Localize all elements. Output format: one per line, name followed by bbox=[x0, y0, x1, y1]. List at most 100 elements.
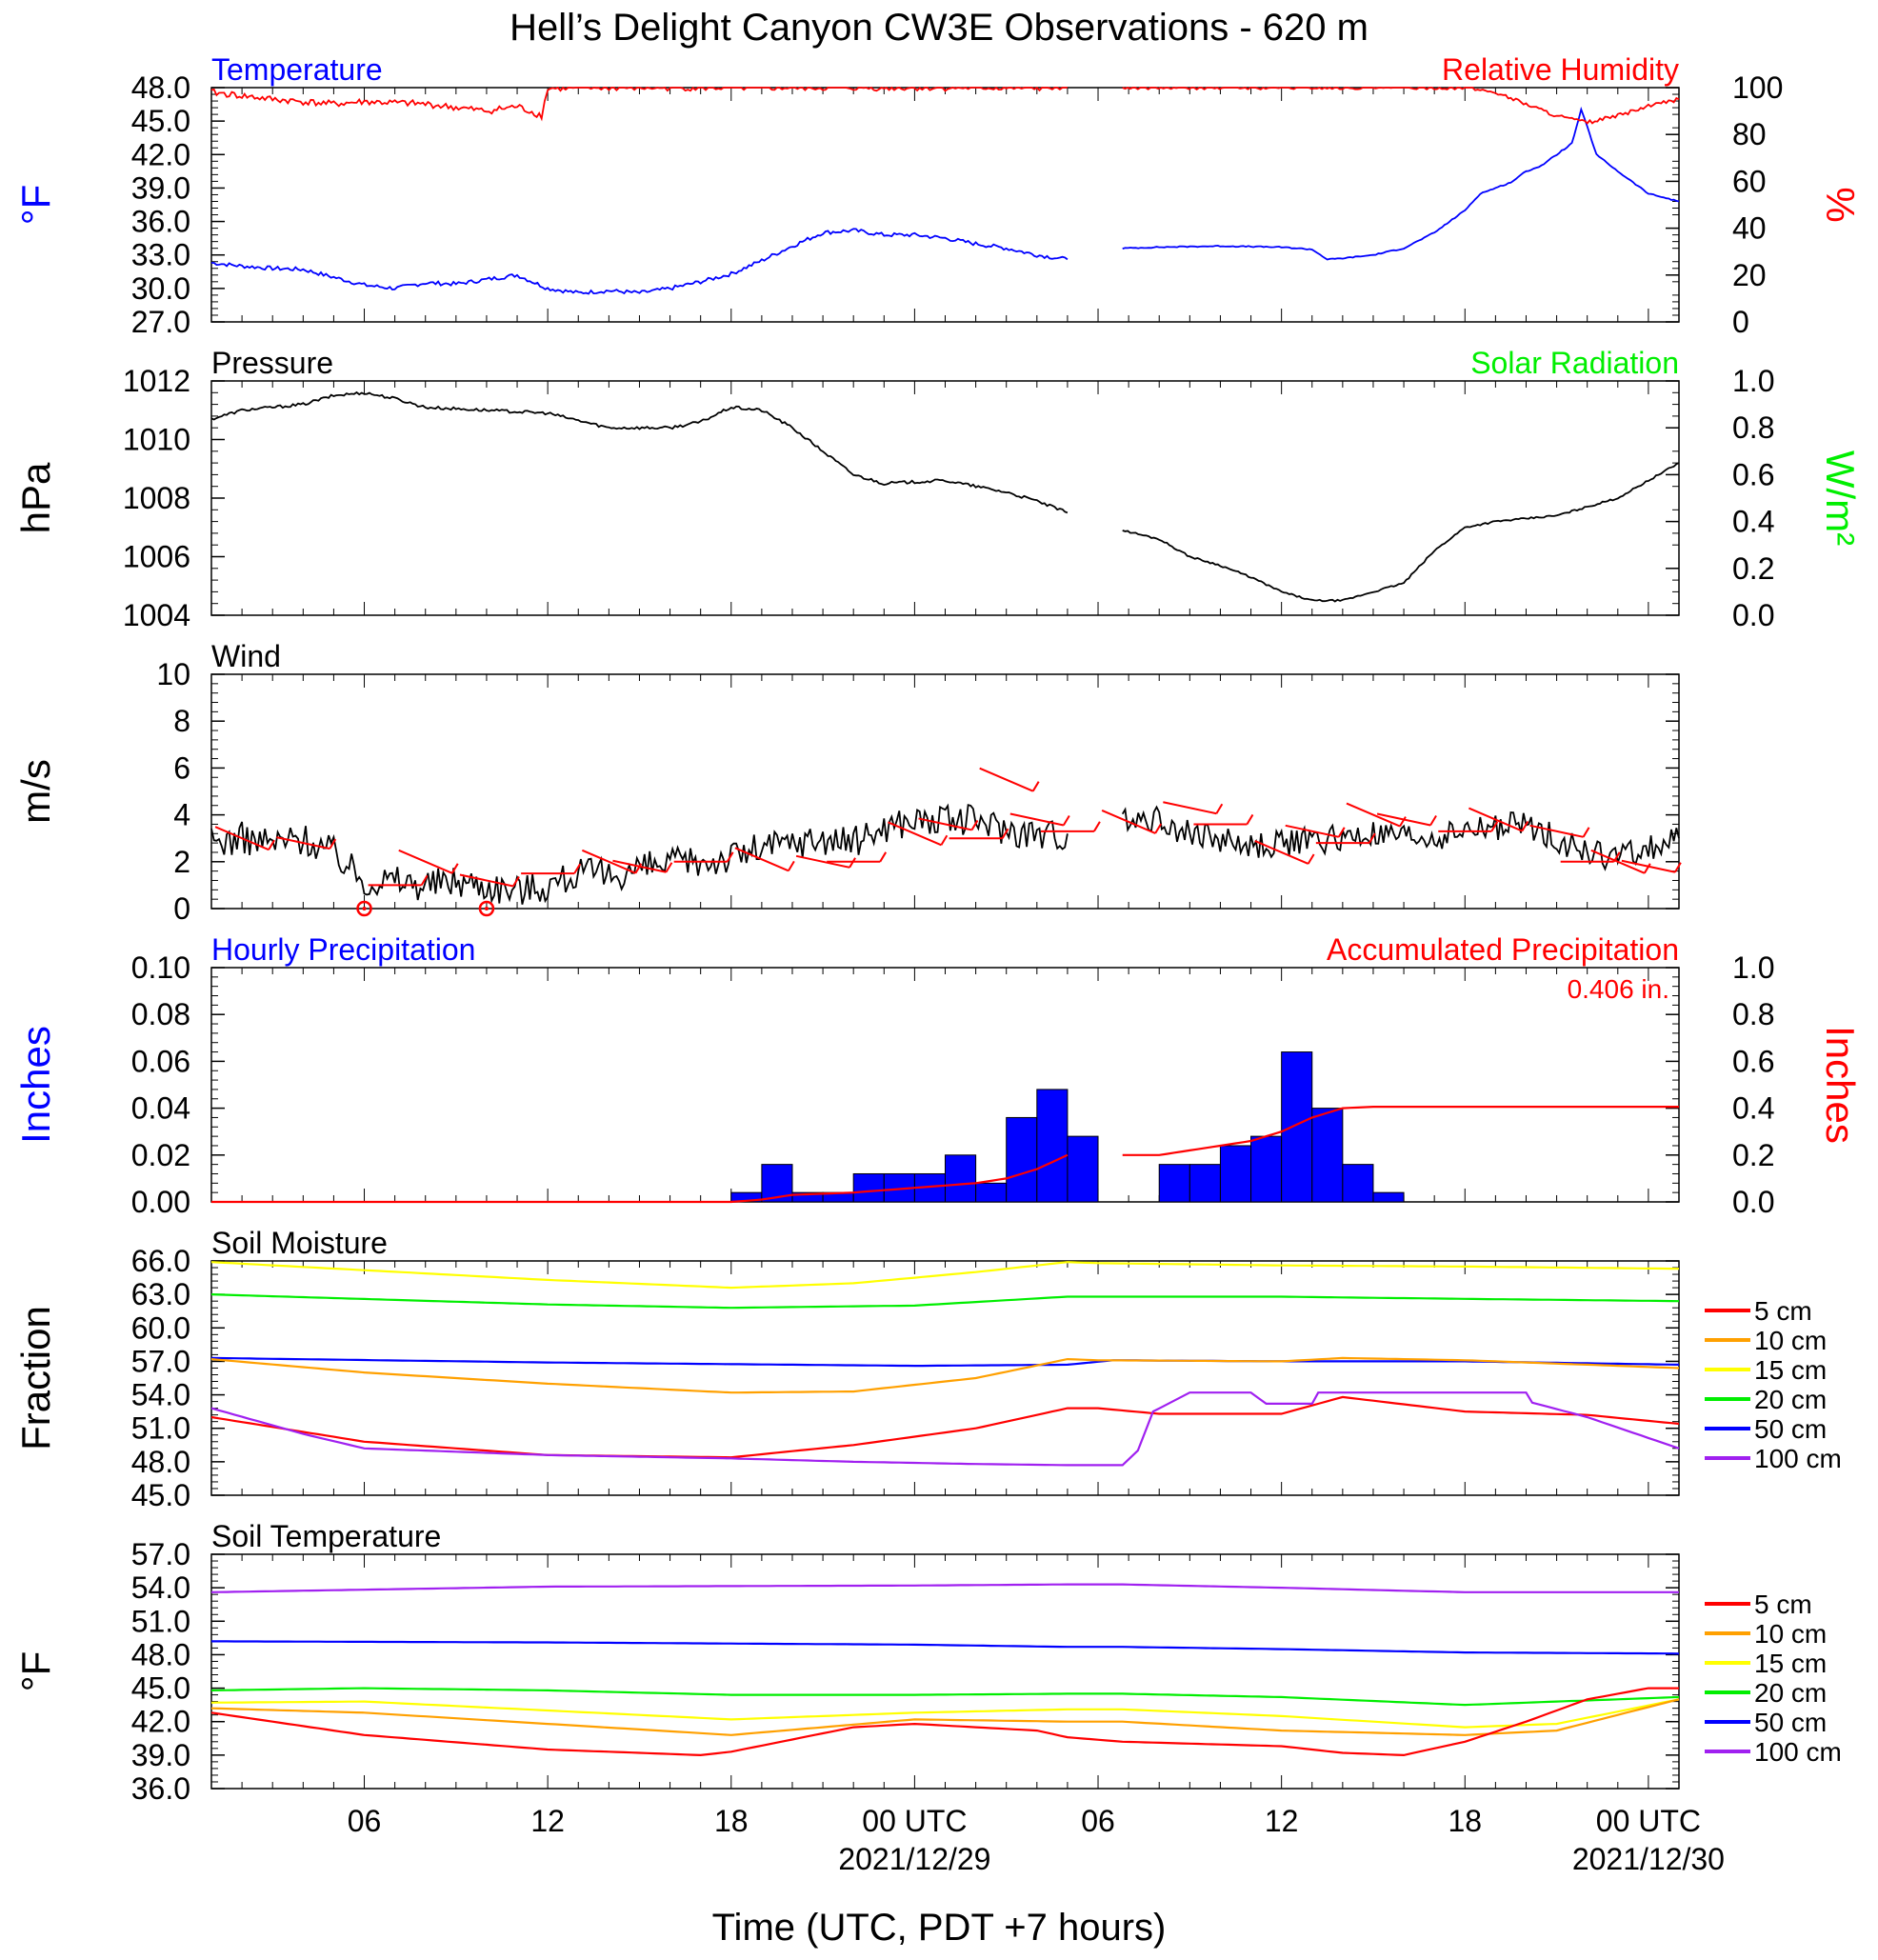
precip-bar bbox=[1189, 1164, 1221, 1203]
legend-label: 20 cm bbox=[1754, 1678, 1827, 1708]
figure-title: Hell’s Delight Canyon CW3E Observations … bbox=[509, 7, 1369, 49]
y-right-axis-title: W/m² bbox=[1818, 450, 1863, 546]
wind-barb-flag bbox=[1001, 828, 1009, 839]
panel-title-right: Solar Radiation bbox=[1470, 346, 1679, 380]
precip-bar bbox=[1158, 1164, 1190, 1203]
wind-barb-flag bbox=[1643, 863, 1651, 874]
y-tick-label: 1012 bbox=[123, 364, 190, 398]
y-right-tick-label: 0.2 bbox=[1732, 1138, 1774, 1172]
wind-barb-flag bbox=[1093, 821, 1101, 832]
wind-barb-flag bbox=[788, 860, 795, 871]
wind-barb-flag bbox=[450, 863, 459, 874]
panel-pressure: 1004 1006 1008 1010 1012 0.0 0.2 0.4 0.6 0.8 1.0 Pr… bbox=[13, 346, 1863, 632]
y-tick-label: 33.0 bbox=[131, 238, 190, 272]
y-tick-label: 66.0 bbox=[131, 1244, 190, 1278]
wind-barb-flag bbox=[1582, 827, 1590, 838]
y-right-tick-label: 0.4 bbox=[1732, 505, 1774, 539]
wind-barb bbox=[581, 849, 636, 874]
wind-barb-flag bbox=[1154, 823, 1162, 834]
y-right-tick-label: 1.0 bbox=[1732, 364, 1774, 398]
wind-barb-flag bbox=[940, 834, 949, 846]
y-tick-label: 45.0 bbox=[131, 1671, 190, 1706]
x-tick-label: 18 bbox=[1448, 1804, 1482, 1838]
legend-label: 20 cm bbox=[1754, 1385, 1827, 1414]
legend-label: 5 cm bbox=[1754, 1296, 1812, 1326]
y-right-tick-label: 0.6 bbox=[1732, 457, 1774, 491]
calm-wind-dot bbox=[362, 907, 367, 910]
legend-label: 100 cm bbox=[1754, 1444, 1842, 1473]
y-right-tick-label: 80 bbox=[1732, 117, 1767, 151]
wind-barb-flag bbox=[1062, 815, 1070, 827]
panel-precip: 0.00 0.02 0.04 0.06 0.08 0.10 0.0 0.2 0.4 0.6 0.8 1… bbox=[13, 932, 1863, 1219]
y-tick-label: 27.0 bbox=[131, 305, 190, 339]
y-tick-label: 51.0 bbox=[131, 1411, 190, 1446]
wind-barb bbox=[979, 767, 1034, 792]
series-line bbox=[210, 86, 1068, 122]
precip-bar bbox=[945, 1154, 977, 1203]
y-tick-label: 36.0 bbox=[131, 205, 190, 239]
panel-title-left: Temperature bbox=[211, 52, 383, 87]
panel-soil_moisture: 45.048.051.054.057.060.063.066.0 Soil Moi… bbox=[13, 1226, 1842, 1512]
y-right-tick-label: 60 bbox=[1732, 164, 1767, 198]
y-tick-label: 6 bbox=[173, 750, 190, 785]
precip-bar bbox=[1006, 1116, 1038, 1203]
y-right-tick-label: 40 bbox=[1732, 211, 1767, 246]
y-tick-label: 48.0 bbox=[131, 1445, 190, 1479]
precip-bar bbox=[1219, 1145, 1252, 1203]
series-line bbox=[210, 1391, 1680, 1467]
series-line bbox=[210, 803, 1069, 905]
wind-barb bbox=[398, 849, 453, 874]
y-tick-label: 0 bbox=[173, 891, 190, 926]
series-line bbox=[211, 1153, 1069, 1204]
wind-barb bbox=[1254, 840, 1309, 865]
panel-title-right: Accumulated Precipitation bbox=[1327, 932, 1679, 967]
wind-barb-flag bbox=[420, 874, 429, 886]
wind-barb bbox=[612, 859, 667, 873]
panel-title-left: Pressure bbox=[211, 346, 333, 380]
y-axis-title: hPa bbox=[13, 462, 58, 533]
x-axis-label: Time (UTC, PDT +7 hours) bbox=[712, 1907, 1167, 1949]
y-tick-label: 45.0 bbox=[131, 1478, 190, 1512]
y-tick-label: 39.0 bbox=[131, 170, 190, 205]
wind-barb-flag bbox=[329, 838, 337, 850]
y-tick-label: 54.0 bbox=[131, 1378, 190, 1412]
precip-bar bbox=[975, 1182, 1008, 1203]
y-right-tick-label: 0.8 bbox=[1732, 410, 1774, 445]
wind-barb bbox=[459, 873, 514, 888]
wind-barb-flag bbox=[1674, 862, 1682, 873]
series-line bbox=[210, 1395, 1680, 1459]
y-tick-label: 2 bbox=[173, 845, 190, 879]
y-axis-title: m/s bbox=[13, 759, 58, 824]
accumulated-total-label: 0.406 in. bbox=[1568, 974, 1669, 1004]
y-tick-label: 1010 bbox=[123, 423, 190, 457]
wind-barb-flag bbox=[726, 851, 734, 863]
series-line bbox=[1122, 1106, 1679, 1156]
x-tick-label: 06 bbox=[348, 1804, 382, 1838]
wind-barb bbox=[888, 821, 942, 847]
legend-label: 5 cm bbox=[1754, 1590, 1812, 1619]
y-tick-label: 0.02 bbox=[131, 1138, 190, 1172]
wind-barb-flag bbox=[268, 839, 275, 850]
panel-title-left: Hourly Precipitation bbox=[211, 932, 475, 967]
y-tick-label: 39.0 bbox=[131, 1738, 190, 1772]
legend-label: 10 cm bbox=[1754, 1326, 1827, 1355]
wind-barb-flag bbox=[1368, 832, 1376, 844]
panel-title-left: Soil Moisture bbox=[211, 1226, 388, 1260]
series-line bbox=[210, 1698, 1680, 1729]
wind-barb-flag bbox=[1215, 803, 1224, 814]
y-tick-label: 1008 bbox=[123, 481, 190, 515]
precip-bar bbox=[1067, 1135, 1099, 1203]
y-right-tick-label: 0.6 bbox=[1732, 1044, 1774, 1078]
y-tick-label: 30.0 bbox=[131, 271, 190, 306]
y-axis-title: Inches bbox=[13, 1026, 58, 1144]
wind-barb-flag bbox=[1031, 781, 1040, 792]
wind-barb bbox=[214, 826, 270, 851]
series-line bbox=[210, 390, 1069, 514]
series-line bbox=[210, 1583, 1679, 1593]
y-tick-label: 60.0 bbox=[131, 1310, 190, 1345]
y-tick-label: 8 bbox=[173, 704, 190, 738]
calm-wind-marker bbox=[356, 900, 372, 917]
wind-barb-flag bbox=[573, 863, 582, 874]
